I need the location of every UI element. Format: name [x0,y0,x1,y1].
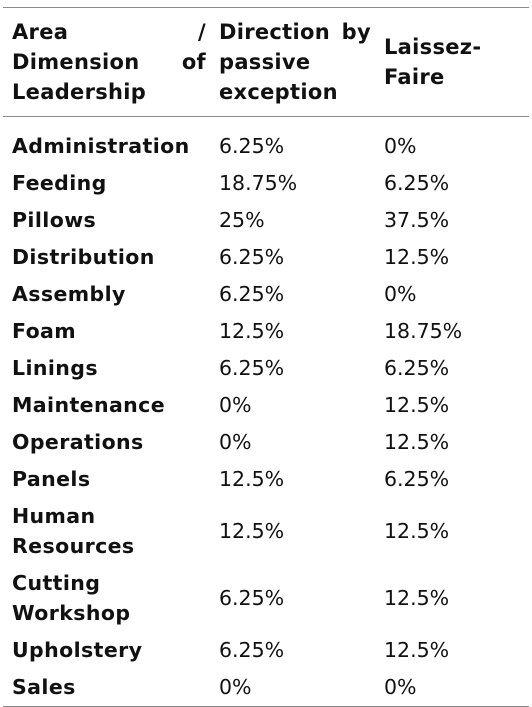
table-row: Assembly 6.25% 0% [3,276,529,313]
table-body: Administration 6.25% 0% Feeding 18.75% 6.25% P… [3,117,529,706]
cell-laissez-faire: 0% [384,134,417,158]
cell-area: Linings [12,356,98,380]
cell-area: Human Resources [12,504,135,558]
cell-area: Upholstery [12,638,143,662]
cell-laissez-faire: 18.75% [384,319,463,343]
cell-laissez-faire: 0% [384,675,417,699]
cell-direction-passive-exception: 12.5% [219,519,285,543]
cell-area: Feeding [12,171,107,195]
cell-laissez-faire: 6.25% [384,467,450,491]
header-laissez-faire: Laissez-Faire [384,35,482,89]
leadership-by-area-table: Area / Dimension of Leadership Direction… [3,7,529,707]
cell-direction-passive-exception: 0% [219,430,252,454]
header-direction-passive-exception: Direction by passive exception [219,20,371,104]
header-area-dimension: Area / Dimension of Leadership [12,20,206,104]
cell-area: Pillows [12,208,97,232]
cell-laissez-faire: 6.25% [384,356,450,380]
table-row: Operations 0% 12.5% [3,424,529,461]
table-row: Human Resources 12.5% 12.5% [3,498,529,565]
header-row: Area / Dimension of Leadership Direction… [3,7,529,117]
table-row: Feeding 18.75% 6.25% [3,165,529,202]
cell-area: Maintenance [12,393,166,417]
cell-laissez-faire: 12.5% [384,430,450,454]
cell-area: Assembly [12,282,126,306]
table-row: Pillows 25% 37.5% [3,202,529,239]
cell-laissez-faire: 12.5% [384,519,450,543]
table-row: Sales 0% 0% [3,669,529,706]
cell-area: Foam [12,319,77,343]
cell-direction-passive-exception: 6.25% [219,282,285,306]
cell-direction-passive-exception: 6.25% [219,638,285,662]
cell-area: Cutting Workshop [12,571,131,625]
cell-direction-passive-exception: 6.25% [219,586,285,610]
table-row: Cutting Workshop 6.25% 12.5% [3,565,529,632]
table-row: Distribution 6.25% 12.5% [3,239,529,276]
cell-direction-passive-exception: 6.25% [219,134,285,158]
cell-area: Administration [12,134,190,158]
cell-direction-passive-exception: 6.25% [219,245,285,269]
cell-direction-passive-exception: 0% [219,393,252,417]
cell-laissez-faire: 12.5% [384,638,450,662]
cell-laissez-faire: 12.5% [384,245,450,269]
cell-direction-passive-exception: 18.75% [219,171,298,195]
cell-laissez-faire: 12.5% [384,586,450,610]
table-row: Linings 6.25% 6.25% [3,350,529,387]
cell-direction-passive-exception: 12.5% [219,319,285,343]
table-row: Foam 12.5% 18.75% [3,313,529,350]
cell-direction-passive-exception: 0% [219,675,252,699]
cell-direction-passive-exception: 25% [219,208,265,232]
cell-direction-passive-exception: 6.25% [219,356,285,380]
table-header: Area / Dimension of Leadership Direction… [3,7,529,117]
cell-direction-passive-exception: 12.5% [219,467,285,491]
cell-laissez-faire: 37.5% [384,208,450,232]
cell-area: Sales [12,675,76,699]
table-row: Upholstery 6.25% 12.5% [3,632,529,669]
cell-area: Panels [12,467,91,491]
leadership-table-container: Area / Dimension of Leadership Direction… [3,7,529,707]
cell-laissez-faire: 12.5% [384,393,450,417]
cell-area: Operations [12,430,144,454]
cell-laissez-faire: 6.25% [384,171,450,195]
table-row: Maintenance 0% 12.5% [3,387,529,424]
table-row: Administration 6.25% 0% [3,117,529,165]
table-row: Panels 12.5% 6.25% [3,461,529,498]
cell-area: Distribution [12,245,155,269]
cell-laissez-faire: 0% [384,282,417,306]
